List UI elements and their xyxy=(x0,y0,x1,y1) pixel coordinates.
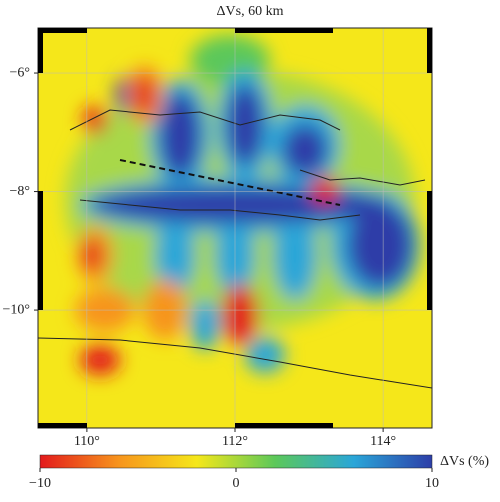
y-tick-label: −10° xyxy=(3,302,31,317)
graticule xyxy=(38,28,432,428)
x-tick-label: 110° xyxy=(74,434,100,449)
colorbar-tick-label: 0 xyxy=(233,476,240,491)
y-tick-label: −6° xyxy=(10,65,31,80)
colorbar-tick-label: 10 xyxy=(425,476,439,491)
colorbar xyxy=(39,454,433,469)
colorbar-tick-label: −10 xyxy=(29,476,51,491)
frame-border xyxy=(38,28,432,428)
colorbar-label: ΔVs (%) xyxy=(440,454,489,469)
x-tick-label: 112° xyxy=(222,434,248,449)
title: ΔVs, 60 km xyxy=(217,4,284,19)
y-tick-label: −8° xyxy=(10,184,31,199)
x-tick-label: 114° xyxy=(370,434,396,449)
